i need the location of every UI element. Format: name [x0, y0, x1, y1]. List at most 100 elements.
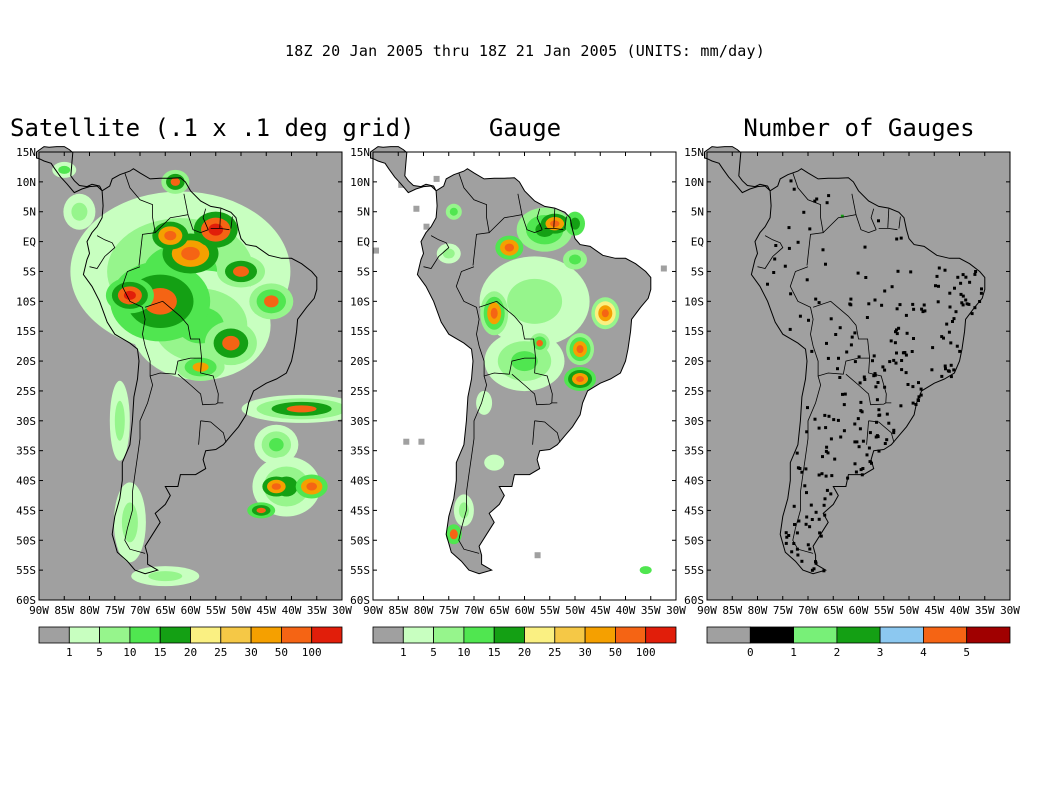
lat-label: 50S — [684, 534, 704, 547]
station-dot — [826, 451, 830, 455]
lat-label: 45S — [350, 504, 370, 517]
rain-cell — [490, 307, 498, 319]
country-border — [121, 266, 146, 347]
rain-cell — [536, 339, 543, 347]
central-america-landmass — [370, 146, 437, 193]
station-dot — [887, 421, 891, 425]
gauge-count-colorbar-swatch — [879, 626, 924, 644]
gauge-colorbar-swatch — [402, 626, 435, 644]
station-dot — [821, 248, 825, 252]
station-dot — [825, 201, 829, 205]
station-dot — [868, 460, 872, 464]
lat-label: 55S — [684, 564, 704, 577]
station-dot — [808, 547, 812, 551]
rain-cell — [58, 165, 71, 174]
station-dot — [810, 349, 814, 353]
satellite-colorbar-swatch — [220, 626, 252, 644]
station-dot — [909, 270, 913, 274]
station-dot — [812, 567, 816, 571]
rain-cell — [476, 390, 493, 415]
station-dot — [805, 430, 809, 434]
lon-label: 85W — [54, 604, 74, 617]
station-dot — [809, 503, 813, 507]
rain-cell — [458, 502, 469, 519]
station-dot — [964, 275, 968, 279]
country-border — [757, 235, 784, 269]
station-dot — [883, 368, 887, 372]
gauge-count-colorbar-label: 5 — [963, 646, 970, 659]
station-dot — [904, 353, 908, 357]
lon-label: 70W — [464, 604, 484, 617]
station-dot — [824, 474, 828, 478]
lon-label: 60W — [849, 604, 869, 617]
lat-label: 5S — [23, 265, 36, 278]
station-dot — [964, 298, 968, 302]
station-dot — [899, 236, 903, 240]
station-dot — [858, 427, 862, 431]
satellite-colorbar-swatch — [190, 626, 222, 644]
station-dot — [825, 341, 828, 345]
station-dot — [842, 403, 846, 407]
station-dot — [900, 368, 904, 372]
station-dot — [827, 414, 831, 418]
lat-label: 10N — [684, 176, 704, 189]
lon-label: 65W — [823, 604, 843, 617]
lat-label: 25S — [16, 385, 36, 398]
station-dot — [888, 360, 892, 364]
lon-label: 40W — [282, 604, 302, 617]
gauge-count-colorbar-label: 3 — [877, 646, 884, 659]
station-dot — [893, 341, 897, 345]
station-dot — [827, 194, 831, 198]
satellite-colorbar-swatch — [280, 626, 313, 644]
station-dot — [912, 307, 916, 311]
lat-label: 60S — [684, 594, 704, 607]
station-dot — [829, 437, 833, 441]
station-dot — [766, 282, 769, 286]
station-dot — [817, 426, 821, 430]
station-dot — [958, 349, 962, 353]
station-dot — [949, 375, 953, 379]
gauge-cell — [413, 205, 420, 212]
station-dot — [945, 322, 949, 326]
lat-label: 15N — [350, 146, 370, 159]
central-america-coastline — [370, 146, 437, 194]
country-border — [124, 172, 156, 266]
country-border — [200, 358, 219, 403]
station-dot — [807, 318, 810, 322]
satellite-map: 15N 10N 5N EQ 5S 10S 15S 20S 25S 30S 35S 40S 45S 50S 5… — [16, 146, 352, 617]
lon-label: 90W — [29, 604, 49, 617]
satellite-colorbar: 1 5 10 15 20 25 30 50 100 — [38, 626, 343, 659]
lon-label: 85W — [722, 604, 742, 617]
station-dot — [837, 356, 840, 360]
station-dot — [936, 300, 940, 304]
rain-cell — [114, 400, 125, 441]
satellite-colorbar-swatch — [38, 626, 70, 644]
lat-label: 5N — [357, 206, 370, 219]
lon-label: 60W — [515, 604, 535, 617]
station-dot — [865, 453, 869, 457]
station-dot — [853, 422, 857, 426]
rain-cell — [170, 177, 181, 186]
rain-cell — [286, 405, 317, 413]
lon-label: 30W — [1000, 604, 1020, 617]
station-dot — [897, 326, 901, 330]
station-dot — [836, 418, 840, 422]
station-dot — [817, 517, 821, 521]
lat-label: 20S — [350, 355, 370, 368]
station-dot — [874, 385, 878, 389]
station-dot — [874, 435, 878, 439]
station-dot — [967, 302, 971, 306]
lat-label: 45S — [16, 504, 36, 517]
lat-label: 35S — [684, 445, 704, 458]
satellite-colorbar-label: 30 — [244, 646, 257, 659]
station-dot — [930, 368, 934, 372]
station-dot — [921, 310, 925, 314]
lon-label: 30W — [666, 604, 686, 617]
coastline — [750, 168, 986, 575]
station-dot — [805, 515, 809, 519]
station-dot — [949, 363, 953, 367]
station-dot — [817, 301, 821, 305]
gauge-count-colorbar-label: 4 — [920, 646, 927, 659]
satellite-colorbar-label: 100 — [302, 646, 322, 659]
lat-label: 25S — [684, 385, 704, 398]
